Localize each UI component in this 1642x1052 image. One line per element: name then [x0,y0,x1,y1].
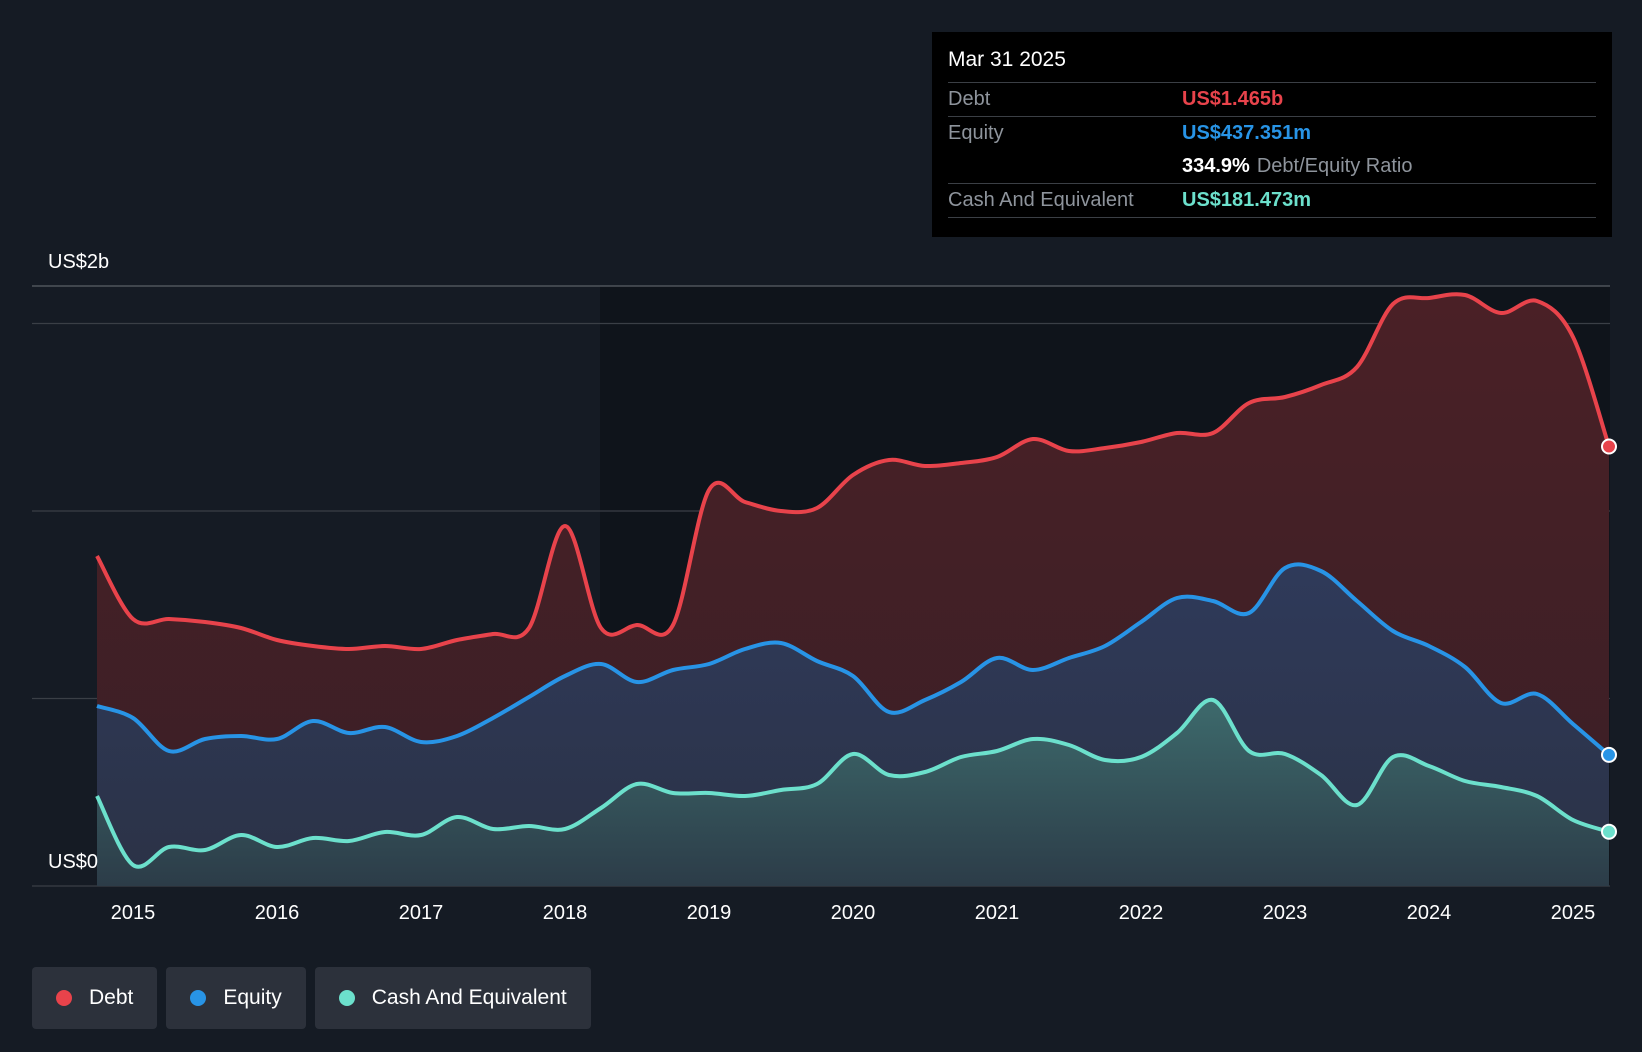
x-tick-label: 2023 [1263,902,1308,924]
tooltip-debt-label: Debt [948,88,991,110]
cash-line [95,697,1610,869]
x-tick-label: 2016 [255,902,300,924]
x-axis-ticks: 2015 2016 2017 2018 2019 2020 2021 2022 2023 2024… [111,902,1596,924]
x-tick-label: 2019 [687,902,732,924]
tooltip-date: Mar 31 2025 [948,46,1596,83]
tooltip-cash-label: Cash And Equivalent [948,189,1134,211]
debt-end-marker [1601,438,1617,455]
tooltip: Mar 31 2025 Debt US$1.465b Equity US$437… [932,32,1612,237]
tooltip-ratio-value: 334.9% [1182,155,1250,177]
cash-area [97,699,1609,886]
end-markers [1601,438,1617,840]
tooltip-ratio-label: Debt/Equity Ratio [1256,155,1413,177]
legend-debt-label: Debt [89,986,134,1009]
x-tick-label: 2017 [399,902,444,924]
tooltip-ratio-row: 334.9% Debt/Equity Ratio [948,150,1596,184]
equity-line [96,562,1611,757]
equity-dot-icon [190,990,207,1006]
legend-item-cash[interactable]: Cash And Equivalent [314,967,591,1029]
x-tick-label: 2015 [111,902,156,924]
x-tick-label: 2018 [543,902,588,924]
cash-dot-icon [338,990,355,1006]
legend: Debt Equity Cash And Equivalent [32,967,591,1029]
debt-dot-icon [56,990,72,1006]
x-tick-label: 2021 [975,902,1020,924]
x-tick-label: 2020 [831,902,876,924]
cash-end-marker [1601,823,1617,840]
y-axis-bottom-label: US$0 [48,851,99,873]
x-tick-label: 2022 [1119,902,1164,924]
legend-item-equity[interactable]: Equity [166,967,306,1029]
y-axis-top-label: US$2b [48,251,110,273]
x-tick-label: 2024 [1407,902,1452,924]
tooltip-equity-row: Equity US$437.351m [948,117,1596,150]
tooltip-equity-value: US$437.351m [1182,122,1311,144]
tooltip-debt-value: US$1.465b [1182,88,1284,110]
tooltip-equity-label: Equity [948,122,1004,144]
legend-equity-label: Equity [223,986,282,1009]
legend-item-debt[interactable]: Debt [32,967,158,1029]
equity-end-marker [1601,746,1617,763]
x-tick-label: 2025 [1551,902,1596,924]
debt-line [95,292,1611,652]
tooltip-cash-row: Cash And Equivalent US$181.473m [948,184,1596,218]
legend-cash-label: Cash And Equivalent [371,986,567,1009]
tooltip-debt-row: Debt US$1.465b [948,83,1596,117]
tooltip-cash-value: US$181.473m [1182,189,1311,211]
